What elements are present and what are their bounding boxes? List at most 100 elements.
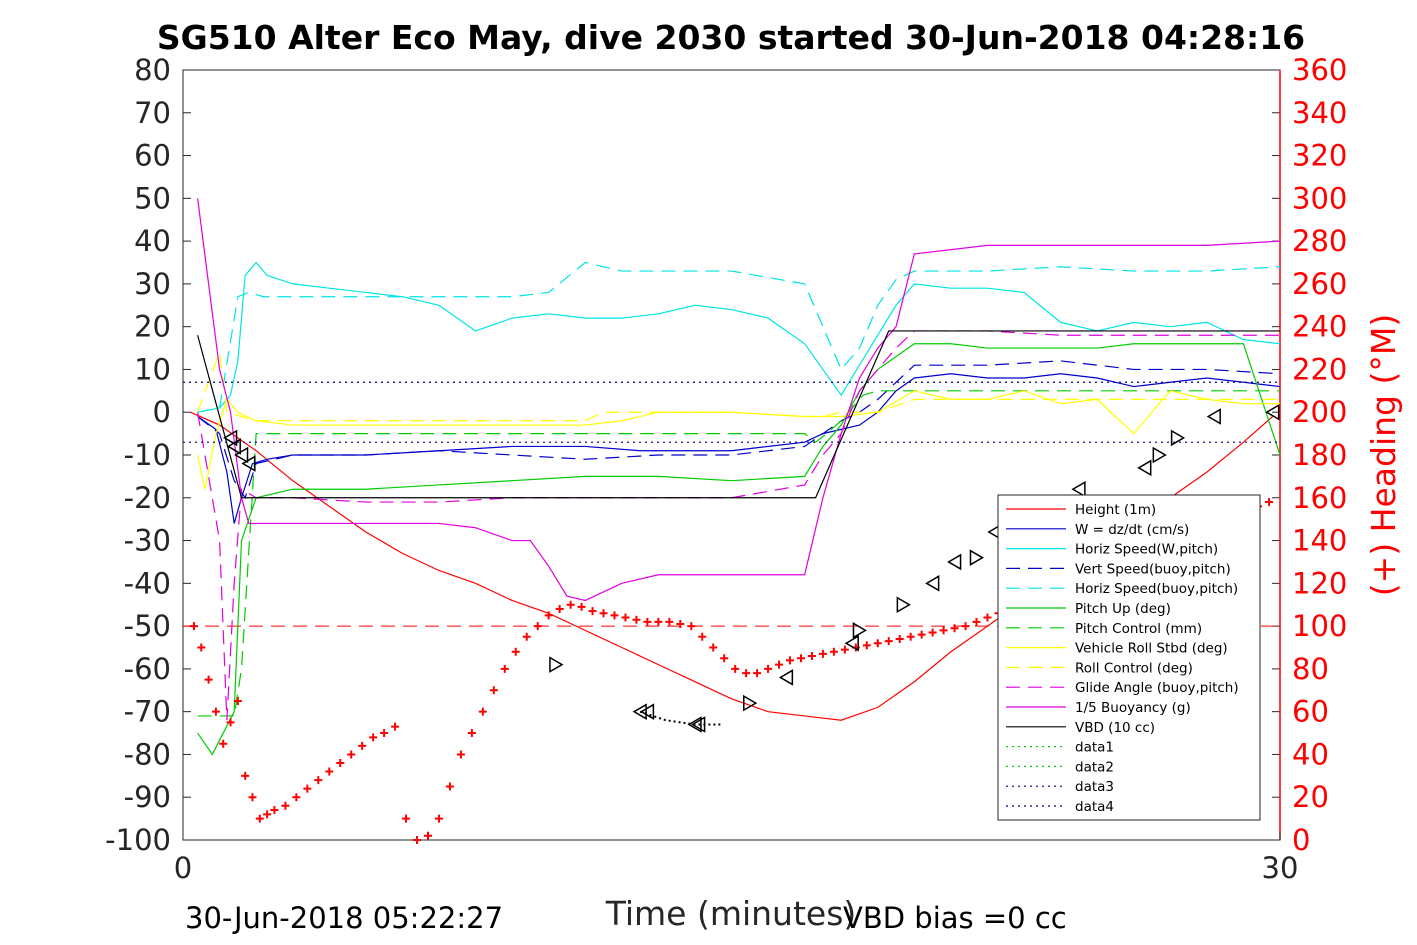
y-right-tick-label: 360 <box>1292 53 1347 87</box>
heading-point <box>522 632 531 641</box>
heading-point <box>281 801 290 810</box>
y-right-tick-label: 120 <box>1292 566 1347 600</box>
black-dotted-segment <box>639 710 721 726</box>
x-tick-label: 30 <box>1262 851 1299 885</box>
heading-point <box>632 615 641 624</box>
series-line-6 <box>197 390 1280 717</box>
triangle-marker <box>687 716 702 733</box>
triangle-marker <box>1206 408 1221 425</box>
legend-entry: VBD (10 cc) <box>1075 720 1155 736</box>
y-tick-label: -30 <box>124 524 171 558</box>
legend: Height (1m) W = dz/dt (cm/s) Horiz Speed(W… <box>997 494 1261 821</box>
heading-point <box>391 722 400 731</box>
heading-point <box>884 637 893 646</box>
heading-point <box>413 836 422 844</box>
heading-point <box>434 814 443 823</box>
legend-entry: Horiz Speed(buoy,pitch) <box>1075 581 1238 597</box>
y-tick-label: -70 <box>124 695 171 729</box>
y-right-tick-label: 160 <box>1292 481 1347 515</box>
y-tick-label: -60 <box>124 652 171 686</box>
y-tick-label: 50 <box>134 181 171 215</box>
y-right-tick-label: 140 <box>1292 524 1347 558</box>
heading-point <box>303 784 312 793</box>
heading-point <box>255 814 264 823</box>
y-tick-label: 20 <box>134 310 171 344</box>
triangle-marker <box>743 694 758 712</box>
y-tick-label: -40 <box>124 566 171 600</box>
heading-point <box>423 831 432 840</box>
heading-point <box>906 632 915 641</box>
triangle-marker <box>969 549 984 566</box>
heading-point <box>753 669 762 678</box>
y-right-tick-label: 80 <box>1292 652 1329 686</box>
y-tick-label: -90 <box>124 780 171 814</box>
heading-point <box>775 660 784 669</box>
x-axis: 0 30 <box>174 832 1299 885</box>
triangle-marker <box>1152 446 1167 464</box>
heading-point <box>983 613 992 622</box>
heading-point <box>796 654 805 663</box>
y-tick-label: 10 <box>134 352 171 386</box>
heading-point <box>197 643 206 652</box>
heading-point <box>533 622 542 631</box>
y-right-tick-label: 340 <box>1292 96 1347 130</box>
heading-point <box>665 617 674 626</box>
heading-point <box>840 645 849 654</box>
triangle-marker <box>1071 480 1086 498</box>
legend-entry: W = dz/dt (cm/s) <box>1075 522 1189 538</box>
heading-point <box>566 600 575 609</box>
heading-point <box>555 605 564 613</box>
y-tick-label: 70 <box>134 96 171 130</box>
heading-point <box>500 664 509 673</box>
heading-point <box>226 718 235 727</box>
legend-entry: Vehicle Roll Stbd (deg) <box>1075 641 1228 657</box>
heading-point <box>489 686 498 695</box>
heading-point <box>402 814 411 823</box>
legend-entry: 1/5 Buoyancy (g) <box>1075 700 1191 716</box>
series-line-3 <box>197 360 1281 500</box>
heading-point <box>676 619 685 628</box>
heading-point <box>807 652 816 661</box>
footer-timestamp: 30-Jun-2018 05:22:27 <box>185 901 503 935</box>
y-tick-label: 30 <box>134 267 171 301</box>
legend-entry: Pitch Control (mm) <box>1075 621 1202 637</box>
heading-point <box>939 626 948 635</box>
heading-point <box>829 647 838 656</box>
footer-vbd-bias: VBD bias =0 cc <box>843 901 1067 935</box>
y-tick-label: -50 <box>124 609 171 643</box>
y-tick-label: 40 <box>134 224 171 258</box>
legend-entry: data2 <box>1075 759 1114 775</box>
triangle-marker <box>549 656 564 673</box>
heading-point <box>873 639 882 648</box>
y-axis-left: 80 70 60 50 40 30 20 10 0 -10 -20 -30 -40 -50 -60 -70 -8… <box>105 53 1280 857</box>
heading-point <box>241 771 250 780</box>
heading-point <box>292 793 301 802</box>
triangle-marker <box>632 703 647 720</box>
heading-point <box>720 654 729 663</box>
heading-point <box>325 767 334 776</box>
series-line-8 <box>197 352 1280 422</box>
heading-point <box>211 707 220 716</box>
heading-point <box>1265 498 1274 507</box>
heading-point <box>219 739 228 748</box>
heading-point <box>786 656 795 665</box>
chart-title: SG510 Alter Eco May, dive 2030 started 3… <box>157 18 1305 57</box>
legend-entry: data3 <box>1075 779 1114 795</box>
heading-point <box>445 782 454 791</box>
heading-point <box>233 696 242 705</box>
triangle-marker <box>852 622 867 639</box>
y-tick-label: -80 <box>124 737 171 771</box>
triangle-marker <box>639 703 655 720</box>
y-axis-right-label: (+) Heading (°M) <box>1364 314 1403 596</box>
y-tick-label: 60 <box>134 139 171 173</box>
legend-entry: data1 <box>1075 740 1114 756</box>
heading-point <box>698 632 707 641</box>
heading-point <box>204 675 213 684</box>
heading-point <box>456 750 465 759</box>
legend-entry: Vert Speed(buoy,pitch) <box>1075 561 1231 577</box>
y-right-tick-label: 240 <box>1292 310 1347 344</box>
y-right-tick-label: 180 <box>1292 438 1347 472</box>
y-right-tick-label: 100 <box>1292 609 1347 643</box>
heading-point <box>347 750 356 759</box>
